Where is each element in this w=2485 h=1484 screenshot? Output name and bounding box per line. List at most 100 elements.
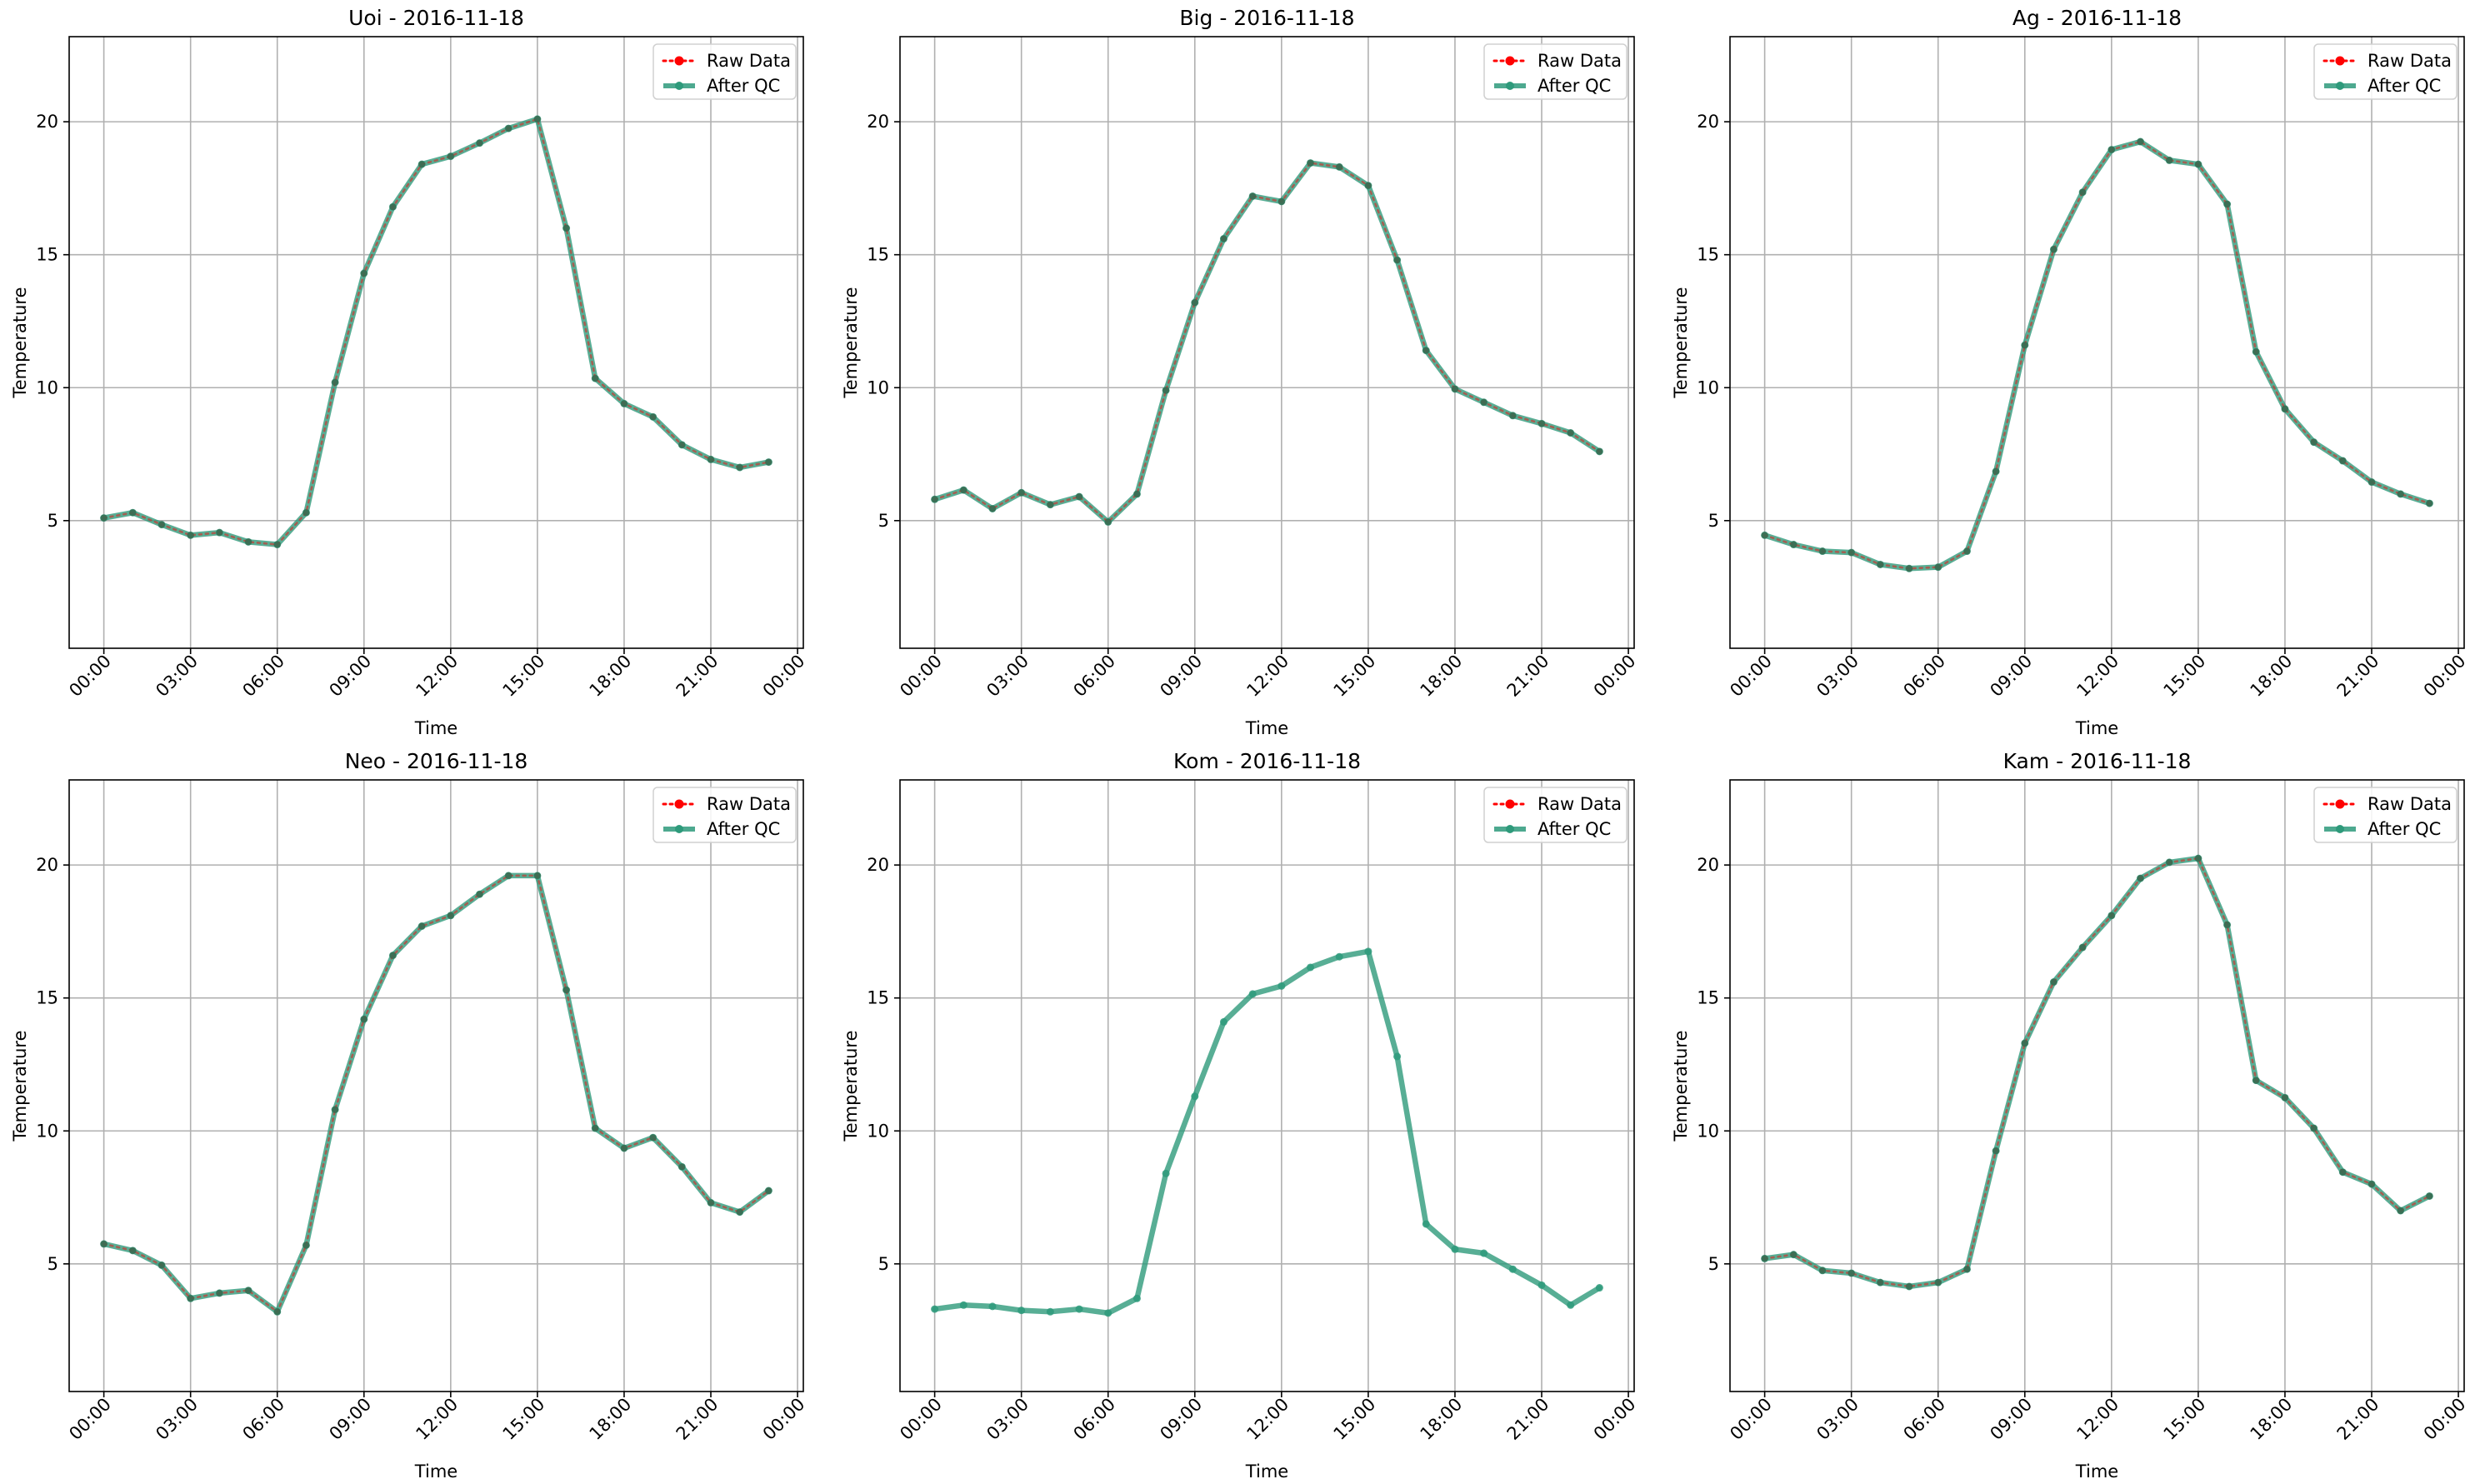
point-raw-data (1278, 197, 1285, 205)
point-raw-data (649, 1134, 657, 1142)
point-raw-data (1538, 420, 1546, 427)
point-raw-data (2166, 157, 2173, 164)
point-raw-data (2079, 944, 2087, 952)
y-axis-label: Temperature (841, 287, 861, 398)
point-raw-data (931, 496, 938, 503)
x-tick-label: 21:00 (672, 651, 722, 701)
point-raw-data (1877, 561, 1884, 568)
point-raw-data (2252, 348, 2260, 356)
point-after-qc (1248, 990, 1257, 998)
y-axis-label: Temperature (1671, 1030, 1691, 1142)
x-tick-label: 00:00 (2420, 1394, 2470, 1444)
legend-label-raw-data: Raw Data (1538, 794, 1622, 814)
point-raw-data (216, 1289, 223, 1297)
x-tick-label: 00:00 (896, 1394, 946, 1444)
axes-frame (899, 779, 1635, 1392)
x-tick-label: 00:00 (2420, 651, 2470, 701)
y-tick-label: 10 (1697, 1121, 1719, 1141)
point-raw-data (302, 1242, 310, 1249)
point-raw-data (2339, 1168, 2347, 1176)
point-raw-data (1162, 387, 1170, 394)
x-tick-label: 03:00 (982, 1394, 1032, 1444)
point-raw-data (1761, 532, 1768, 539)
point-after-qc (1480, 1249, 1488, 1257)
y-tick-label: 5 (48, 1254, 58, 1274)
point-raw-data (2223, 921, 2231, 928)
legend-label-after-qc: After QC (1538, 76, 1611, 96)
point-after-qc (1046, 1307, 1054, 1316)
point-raw-data (1393, 257, 1401, 264)
x-tick-label: 03:00 (152, 1394, 202, 1444)
point-raw-data (2050, 978, 2058, 986)
series-line-raw-data (1763, 140, 2431, 570)
point-raw-data (1047, 501, 1054, 508)
chart-panel-2: 00:00 03:00 06:00 09:00 12:00 15:00 18:00 21:00… (841, 6, 1639, 738)
y-tick-label: 5 (48, 511, 58, 531)
point-raw-data (1451, 385, 1458, 392)
x-tick-label: 15:00 (499, 651, 549, 701)
point-raw-data (765, 458, 772, 466)
plot-area (900, 780, 1634, 1392)
point-after-qc (1191, 1092, 1199, 1101)
legend-label-raw-data: Raw Data (1538, 51, 1622, 71)
legend-label-raw-data: Raw Data (2368, 51, 2452, 71)
point-raw-data (1133, 490, 1141, 497)
y-tick-label: 5 (1708, 1254, 1719, 1274)
point-raw-data (1104, 518, 1112, 526)
chart-panel-1: 00:00 03:00 06:00 09:00 12:00 15:00 18:00 21:00… (10, 6, 808, 738)
point-raw-data (2079, 188, 2087, 196)
point-after-qc (1307, 963, 1315, 972)
x-tick-label: 00:00 (65, 1394, 115, 1444)
x-tick-label: 21:00 (1503, 651, 1553, 701)
axes-frame (68, 36, 804, 649)
point-raw-data (129, 1247, 137, 1254)
series-line-after-qc (101, 872, 772, 1315)
point-raw-data (505, 872, 512, 879)
point-raw-data (216, 529, 223, 537)
point-raw-data (360, 1016, 368, 1023)
point-raw-data (1567, 429, 1574, 437)
point-raw-data (2137, 138, 2144, 146)
point-raw-data (1963, 1266, 1971, 1273)
point-raw-data (1220, 235, 1228, 242)
legend-marker-raw-data (2335, 799, 2345, 809)
y-axis-label: Temperature (10, 287, 30, 398)
point-raw-data (158, 521, 165, 528)
x-tick-label: 18:00 (586, 651, 636, 701)
legend-label-raw-data: Raw Data (707, 51, 791, 71)
x-tick-label: 12:00 (412, 651, 462, 701)
point-raw-data (533, 872, 541, 879)
legend-label-raw-data: Raw Data (707, 794, 791, 814)
point-raw-data (2252, 1077, 2260, 1084)
point-after-qc (959, 1301, 968, 1309)
point-raw-data (2368, 1181, 2376, 1188)
x-tick-label: 09:00 (325, 1394, 375, 1444)
point-raw-data (1848, 1269, 1855, 1277)
point-after-qc (1335, 952, 1343, 961)
point-raw-data (2021, 342, 2028, 349)
x-tick-label: 12:00 (2073, 1394, 2123, 1444)
point-raw-data (2166, 858, 2173, 866)
point-raw-data (592, 1125, 599, 1132)
x-tick-label: 21:00 (1503, 1394, 1553, 1444)
point-raw-data (447, 912, 454, 919)
point-raw-data (2194, 161, 2202, 168)
point-raw-data (302, 509, 310, 517)
axes-frame (1729, 779, 2465, 1392)
point-raw-data (245, 538, 252, 546)
x-tick-label: 18:00 (1417, 1394, 1467, 1444)
point-raw-data (2050, 246, 2058, 253)
point-raw-data (158, 1262, 165, 1269)
series-line-raw-data (1763, 857, 2431, 1288)
point-raw-data (2137, 875, 2144, 882)
point-raw-data (1934, 563, 1942, 571)
point-raw-data (418, 161, 426, 168)
point-raw-data (1509, 412, 1517, 419)
legend-label-after-qc: After QC (707, 76, 780, 96)
axes-frame (68, 779, 804, 1392)
point-raw-data (765, 1187, 772, 1195)
y-tick-label: 10 (867, 377, 889, 397)
x-tick-label: 00:00 (759, 651, 809, 701)
x-tick-label: 03:00 (152, 651, 202, 701)
point-after-qc (1567, 1301, 1575, 1309)
